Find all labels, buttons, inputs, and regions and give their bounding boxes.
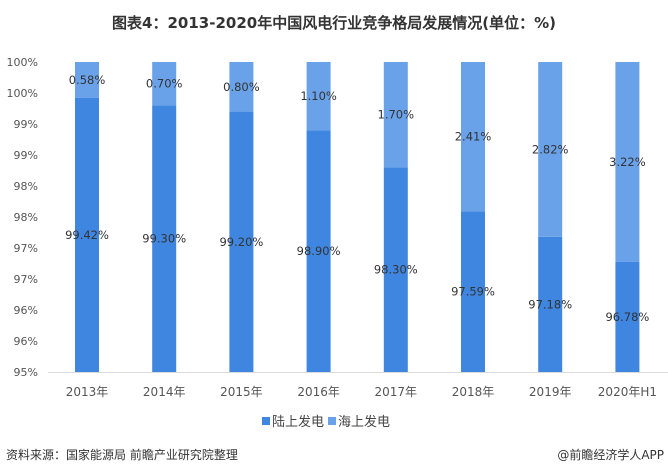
data-label: 97.18% bbox=[528, 297, 572, 311]
y-tick-label: 99% bbox=[14, 118, 38, 131]
bar-offshore bbox=[229, 62, 254, 112]
x-tick-label: 2013年 bbox=[66, 385, 109, 399]
x-tick-label: 2019年 bbox=[529, 385, 572, 399]
data-label: 0.80% bbox=[223, 80, 260, 94]
data-label: 2.82% bbox=[532, 142, 569, 156]
bar-offshore bbox=[306, 62, 331, 131]
bar-offshore bbox=[152, 62, 177, 106]
data-label: 98.30% bbox=[374, 263, 418, 277]
x-tick-label: 2015年 bbox=[220, 385, 263, 399]
brand-credit: @前瞻经济学人APP bbox=[557, 448, 664, 462]
bar-offshore bbox=[538, 62, 563, 237]
y-tick-label: 99% bbox=[14, 149, 38, 162]
legend-swatch bbox=[262, 417, 270, 425]
bar-onshore bbox=[615, 261, 640, 372]
data-label: 98.90% bbox=[297, 244, 341, 258]
y-tick-label: 98% bbox=[14, 180, 38, 193]
bar-onshore bbox=[152, 105, 177, 373]
data-label: 0.70% bbox=[146, 77, 183, 91]
y-tick-label: 96% bbox=[14, 304, 38, 317]
data-label: 97.59% bbox=[451, 285, 495, 299]
bar-onshore bbox=[75, 97, 99, 373]
bar-onshore bbox=[306, 130, 331, 372]
x-tick-label: 2017年 bbox=[375, 385, 418, 399]
bar-offshore bbox=[461, 62, 485, 212]
data-label: 1.70% bbox=[378, 108, 415, 122]
bar-offshore bbox=[383, 62, 408, 168]
data-label: 99.20% bbox=[219, 235, 263, 249]
data-label: 99.42% bbox=[65, 228, 109, 242]
data-label: 3.22% bbox=[609, 155, 646, 169]
chart-title: 图表4：2013-2020年中国风电行业竞争格局发展情况(单位：%) bbox=[112, 14, 556, 32]
legend-swatch bbox=[328, 417, 336, 425]
bar-onshore bbox=[461, 211, 485, 372]
data-label: 96.78% bbox=[605, 310, 649, 324]
x-tick-label: 2014年 bbox=[143, 385, 186, 399]
y-tick-label: 97% bbox=[14, 242, 38, 255]
y-tick-label: 100% bbox=[7, 87, 38, 100]
y-tick-label: 97% bbox=[14, 273, 38, 286]
x-tick-label: 2018年 bbox=[452, 385, 495, 399]
x-tick-label: 2016年 bbox=[297, 385, 340, 399]
y-tick-label: 95% bbox=[14, 366, 38, 379]
data-label: 99.30% bbox=[142, 232, 186, 246]
y-tick-label: 96% bbox=[14, 335, 38, 348]
y-tick-label: 100% bbox=[7, 56, 38, 69]
legend-label: 海上发电 bbox=[338, 414, 390, 430]
bar-onshore bbox=[229, 111, 254, 372]
data-label: 1.10% bbox=[300, 89, 337, 103]
y-tick-label: 98% bbox=[14, 211, 38, 224]
source-note: 资料来源：国家能源局 前瞻产业研究院整理 bbox=[6, 448, 238, 462]
bar-offshore bbox=[75, 62, 99, 98]
x-tick-label: 2020年H1 bbox=[598, 385, 657, 399]
data-label: 2.41% bbox=[455, 130, 492, 144]
data-label: 0.58% bbox=[69, 73, 106, 87]
bar-onshore bbox=[383, 167, 408, 372]
bar-offshore bbox=[615, 62, 640, 262]
bar-onshore bbox=[538, 236, 563, 372]
legend-label: 陆上发电 bbox=[272, 414, 324, 430]
